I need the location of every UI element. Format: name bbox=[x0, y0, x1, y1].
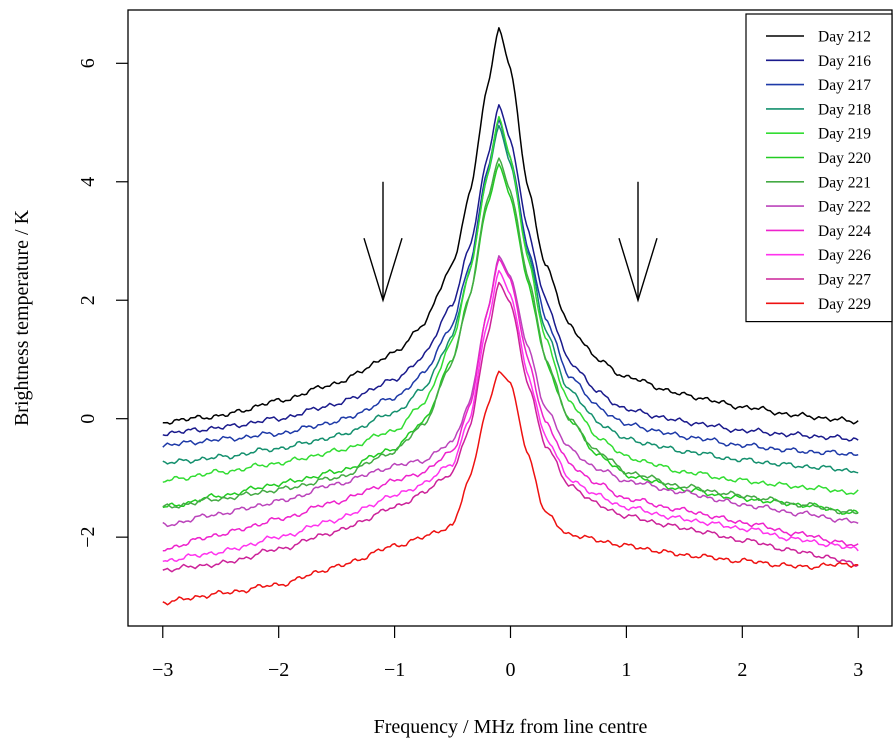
x-tick-label: 1 bbox=[621, 659, 631, 681]
legend-label: Day 217 bbox=[818, 77, 871, 94]
legend: Day 212 Day 216 Day 217 Day 218 Day 219 Day 2… bbox=[745, 13, 893, 323]
series-line bbox=[162, 104, 859, 442]
legend-label: Day 219 bbox=[818, 126, 871, 143]
y-tick-label: 0 bbox=[77, 414, 99, 424]
series-line bbox=[162, 255, 859, 528]
legend-label: Day 229 bbox=[818, 296, 871, 313]
legend-label: Day 224 bbox=[818, 223, 871, 240]
series-line bbox=[162, 281, 859, 573]
y-axis: −2 0 2 4 6 bbox=[77, 58, 128, 548]
y-axis-title: Brightness temperature / K bbox=[11, 209, 33, 426]
x-tick-label: 3 bbox=[853, 659, 863, 681]
series-line bbox=[162, 124, 859, 474]
series-line bbox=[162, 27, 859, 425]
series-line bbox=[162, 115, 859, 496]
legend-label: Day 212 bbox=[818, 29, 871, 46]
legend-label: Day 218 bbox=[818, 101, 871, 118]
x-axis: −3 −2 −1 0 1 2 3 bbox=[152, 626, 863, 681]
series-lines bbox=[162, 27, 859, 606]
down-arrow bbox=[618, 181, 658, 303]
annotations bbox=[363, 181, 658, 303]
series-line bbox=[162, 258, 859, 552]
x-axis-title: Frequency / MHz from line centre bbox=[374, 716, 648, 738]
x-tick-label: 2 bbox=[737, 659, 747, 681]
y-tick-label: 2 bbox=[77, 295, 99, 305]
series-line bbox=[162, 157, 859, 515]
legend-label: Day 222 bbox=[818, 199, 871, 216]
y-tick-label: 4 bbox=[77, 177, 99, 187]
legend-label: Day 226 bbox=[818, 247, 871, 264]
y-tick-label: 6 bbox=[77, 58, 99, 68]
x-tick-label: −3 bbox=[152, 659, 173, 681]
legend-box bbox=[745, 13, 893, 323]
x-tick-label: −1 bbox=[384, 659, 405, 681]
legend-label: Day 221 bbox=[818, 174, 871, 191]
x-tick-label: 0 bbox=[506, 659, 516, 681]
legend-label: Day 220 bbox=[818, 150, 871, 167]
series-line bbox=[162, 269, 859, 563]
series-line bbox=[162, 370, 859, 606]
y-tick-label: −2 bbox=[77, 527, 99, 548]
legend-label: Day 216 bbox=[818, 53, 871, 70]
legend-label: Day 227 bbox=[818, 272, 871, 289]
x-tick-label: −2 bbox=[268, 659, 289, 681]
down-arrow bbox=[363, 181, 403, 303]
